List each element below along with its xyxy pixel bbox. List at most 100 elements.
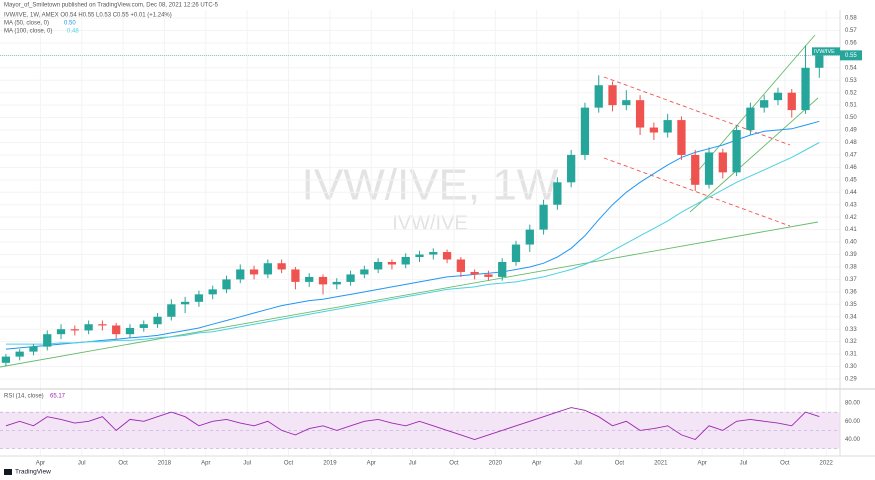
candle-body xyxy=(194,294,204,302)
rsi-line xyxy=(5,407,820,441)
logo-icon xyxy=(4,469,12,475)
candle-body xyxy=(360,269,369,275)
watermark-small: IVW/IVE xyxy=(392,212,468,234)
ma100-legend: MA (100, close, 0) xyxy=(4,29,52,35)
x-tick-label: Oct xyxy=(118,461,128,467)
x-tick-label: Jul xyxy=(409,461,417,467)
candle-body xyxy=(622,100,631,106)
rsi-tick-label: 60.00 xyxy=(845,419,861,425)
candle-body xyxy=(153,316,162,325)
candle-body xyxy=(167,304,176,317)
ma100-value: 0.48 xyxy=(67,29,79,35)
x-tick-label: Apr xyxy=(697,461,706,467)
candle-body xyxy=(139,324,148,328)
y-tick-label: 0.53 xyxy=(845,78,857,84)
x-tick-label: 2020 xyxy=(489,461,503,467)
candle-body xyxy=(732,130,741,173)
candle-body xyxy=(291,269,300,282)
candle-body xyxy=(374,261,383,270)
x-tick-label: Apr xyxy=(201,461,210,467)
candle-body xyxy=(773,92,783,101)
candle-body xyxy=(277,263,286,270)
y-tick-label: 0.52 xyxy=(845,90,857,96)
plot-area xyxy=(0,10,840,456)
y-tick-label: 0.32 xyxy=(845,339,857,345)
y-tick-label: 0.43 xyxy=(845,202,857,208)
candle-body xyxy=(387,261,397,265)
candle-body xyxy=(677,120,686,155)
ma-line xyxy=(5,120,820,350)
y-tick-label: 0.54 xyxy=(845,65,857,71)
x-tick-label: Jul xyxy=(78,461,86,467)
candle-body xyxy=(263,263,272,275)
candle-body xyxy=(346,274,355,282)
x-tick-label: Oct xyxy=(284,461,294,467)
candle-body xyxy=(470,271,479,275)
candle-body xyxy=(553,182,562,205)
rsi-tick-label: 80.00 xyxy=(845,401,861,407)
candle-body xyxy=(594,85,603,108)
candle-body xyxy=(484,274,493,277)
candle-body xyxy=(511,244,521,262)
x-tick-label: Apr xyxy=(367,461,376,467)
candle-body xyxy=(718,152,727,173)
candle-body xyxy=(760,100,769,108)
x-tick-label: Jul xyxy=(740,461,748,467)
channel-line xyxy=(689,97,819,213)
x-tick-label: Oct xyxy=(615,461,625,467)
candle-body xyxy=(29,346,38,352)
candle-body xyxy=(429,252,438,255)
y-tick-label: 0.29 xyxy=(845,377,857,383)
symbol-legend: IVW/IVE, 1W, AMEX O0.54 H0.55 L0.53 C0.5… xyxy=(4,13,172,19)
y-tick-label: 0.38 xyxy=(845,265,857,271)
x-tick-label: Jul xyxy=(243,461,251,467)
candle-body xyxy=(704,152,714,185)
candle-body xyxy=(332,281,341,285)
candle-body xyxy=(567,154,576,183)
y-tick-label: 0.56 xyxy=(845,40,857,46)
candle-body xyxy=(401,257,410,265)
candle-body xyxy=(801,67,810,111)
candle-body xyxy=(43,334,52,347)
candle-body xyxy=(1,356,11,363)
y-tick-label: 0.42 xyxy=(845,215,857,221)
x-tick-label: Jul xyxy=(574,461,582,467)
flag-line xyxy=(603,76,791,146)
y-tick-label: 0.47 xyxy=(845,153,857,159)
x-tick-label: 2021 xyxy=(654,461,668,467)
ma50-legend: MA (50, close, 0) xyxy=(4,21,49,27)
candle-body xyxy=(498,261,507,277)
rsi-legend: RSI (14, close) xyxy=(4,394,44,400)
rsi-value: 65.17 xyxy=(50,394,66,400)
candle-body xyxy=(180,301,190,305)
candle-body xyxy=(84,324,93,331)
candle-body xyxy=(70,329,79,331)
y-tick-label: 0.41 xyxy=(845,227,857,233)
y-tick-label: 0.58 xyxy=(845,16,857,22)
candle-body xyxy=(442,252,452,260)
y-tick-label: 0.44 xyxy=(845,190,857,196)
candle-body xyxy=(787,92,796,111)
y-tick-label: 0.33 xyxy=(845,327,857,333)
candle-body xyxy=(580,107,590,155)
y-tick-label: 0.57 xyxy=(845,28,857,34)
candle-body xyxy=(236,269,245,280)
x-tick-label: 2018 xyxy=(158,461,172,467)
price-tag-box xyxy=(812,47,840,56)
candle-body xyxy=(691,154,700,185)
candle-body xyxy=(222,279,231,290)
candle-body xyxy=(249,269,259,275)
y-tick-label: 0.40 xyxy=(845,240,857,246)
candle-body xyxy=(125,327,135,335)
x-tick-label: Apr xyxy=(532,461,541,467)
candle-body xyxy=(649,127,659,133)
flag-line xyxy=(603,157,791,227)
y-tick-label: 0.51 xyxy=(845,103,857,109)
y-tick-label: 0.50 xyxy=(845,115,857,121)
y-tick-label: 0.30 xyxy=(845,364,857,370)
y-tick-label: 0.36 xyxy=(845,289,857,295)
candle-body xyxy=(635,100,645,128)
price-tag: IVW/IVE xyxy=(814,49,835,55)
candle-body xyxy=(815,55,824,68)
